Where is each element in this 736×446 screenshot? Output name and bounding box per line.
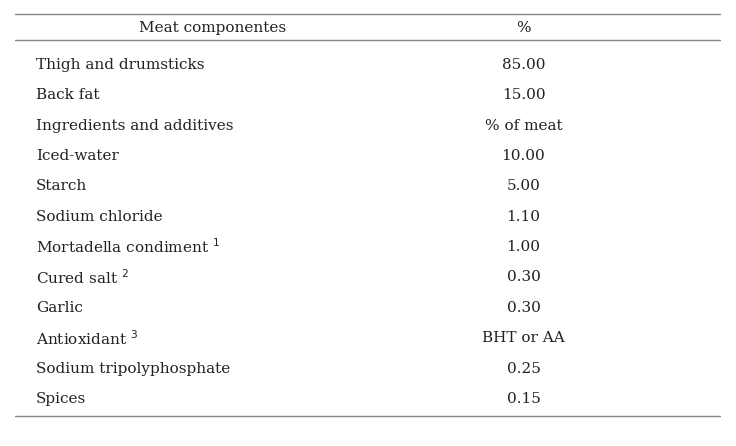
Text: 0.15: 0.15 <box>506 392 540 406</box>
Text: BHT or AA: BHT or AA <box>482 331 565 345</box>
Text: 0.25: 0.25 <box>506 362 540 376</box>
Text: % of meat: % of meat <box>484 119 562 132</box>
Text: 85.00: 85.00 <box>502 58 545 72</box>
Text: 0.30: 0.30 <box>506 301 540 315</box>
Text: Starch: Starch <box>36 179 87 193</box>
Text: Meat componentes: Meat componentes <box>139 21 286 36</box>
Text: Spices: Spices <box>36 392 86 406</box>
Text: 1.10: 1.10 <box>506 210 540 223</box>
Text: 10.00: 10.00 <box>501 149 545 163</box>
Text: 1.00: 1.00 <box>506 240 540 254</box>
Text: Garlic: Garlic <box>36 301 82 315</box>
Text: Ingredients and additives: Ingredients and additives <box>36 119 233 132</box>
Text: Sodium chloride: Sodium chloride <box>36 210 163 223</box>
Text: Sodium tripolyphosphate: Sodium tripolyphosphate <box>36 362 230 376</box>
Text: Iced-water: Iced-water <box>36 149 118 163</box>
Text: 15.00: 15.00 <box>502 88 545 102</box>
Text: 5.00: 5.00 <box>506 179 540 193</box>
Text: Antioxidant $^3$: Antioxidant $^3$ <box>36 329 138 347</box>
Text: Thigh and drumsticks: Thigh and drumsticks <box>36 58 205 72</box>
Text: Mortadella condiment $^1$: Mortadella condiment $^1$ <box>36 238 220 256</box>
Text: Cured salt $^2$: Cured salt $^2$ <box>36 268 129 287</box>
Text: Back fat: Back fat <box>36 88 99 102</box>
Text: 0.30: 0.30 <box>506 270 540 285</box>
Text: %: % <box>516 21 531 36</box>
